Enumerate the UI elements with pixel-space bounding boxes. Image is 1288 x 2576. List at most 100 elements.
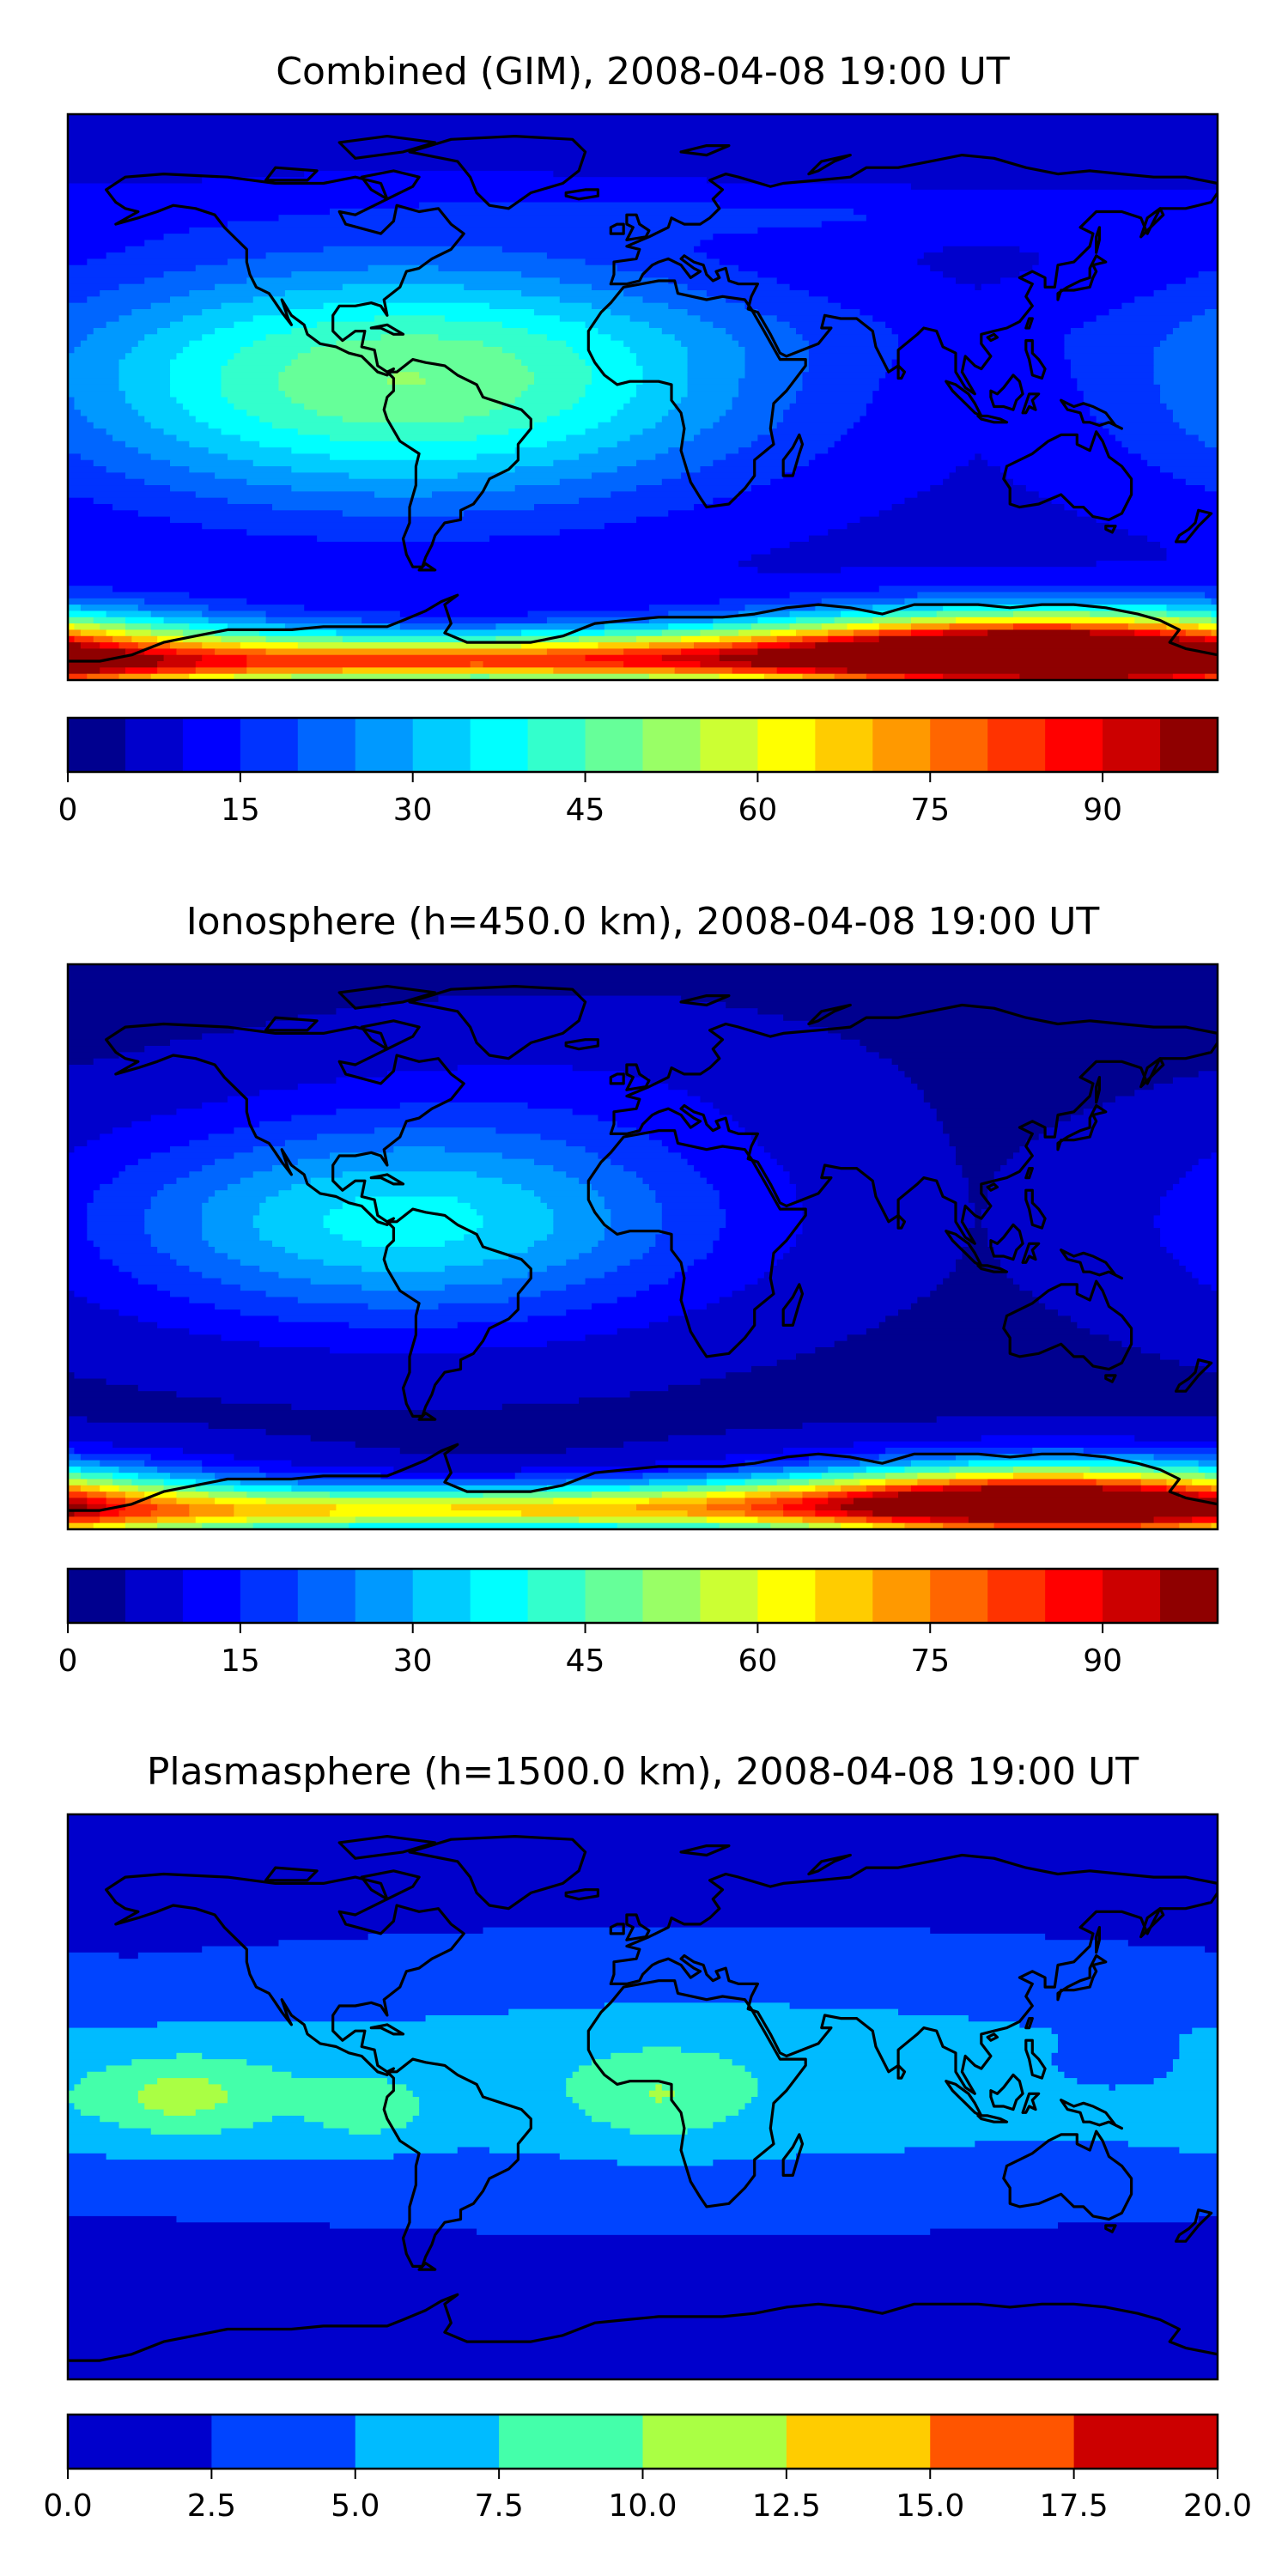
coastlines: [68, 984, 1218, 1512]
colorbar-segment: [1103, 718, 1161, 772]
coastline-sri-lanka: [896, 1213, 907, 1230]
colorbar-segment: [240, 1569, 299, 1623]
coastline-kamchatka: [1139, 1907, 1165, 1939]
coastline-baffin-island: [360, 1019, 421, 1051]
coastline-ireland: [609, 1072, 625, 1085]
coastline-kamchatka: [1139, 1057, 1165, 1089]
map-panel-3: Plasmasphere (h=1500.0 km), 2008-04-08 1…: [43, 1750, 1252, 2524]
colorbar-segment: [470, 1569, 529, 1623]
coastline-japan: [1056, 254, 1108, 301]
colorbar-segment: [815, 718, 873, 772]
colorbar-segment: [585, 718, 644, 772]
colorbar-segment: [1103, 1569, 1161, 1623]
colorbar-segment: [499, 2415, 644, 2469]
colorbar-tick-label: 30: [393, 1643, 433, 1679]
coastline-svalbard: [679, 1844, 731, 1857]
coastline-baffin-island: [360, 169, 421, 201]
colorbar-segment: [1160, 718, 1218, 772]
panel-title: Ionosphere (h=450.0 km), 2008-04-08 19:0…: [186, 900, 1100, 944]
coastline-new-guinea: [1060, 1249, 1124, 1280]
coastline-svalbard: [679, 993, 731, 1007]
coastline-antarctica: [68, 2293, 1218, 2362]
colorbar-segment: [412, 1569, 471, 1623]
coastline-new-guinea: [1060, 398, 1124, 430]
colorbar-segment: [68, 718, 126, 772]
colorbar-segment: [872, 718, 931, 772]
coastline-south-america: [382, 2057, 532, 2268]
coastline-sri-lanka: [896, 364, 907, 380]
coastline-cuba: [369, 323, 405, 336]
colorbar-tick-label: 75: [910, 1643, 950, 1679]
coastline-ellesmere: [337, 135, 437, 160]
colorbar-tick-label: 5.0: [331, 2488, 380, 2524]
coastline-taiwan: [1024, 2017, 1034, 2030]
coastline-taiwan: [1024, 1166, 1034, 1180]
coastline-north-america: [104, 1022, 465, 1227]
coastline-sumatra: [945, 2080, 983, 2117]
coastline-greenland: [408, 135, 587, 210]
map-frame: [66, 112, 1219, 682]
coastline-hainan: [986, 2032, 999, 2042]
panel-title: Combined (GIM), 2008-04-08 19:00 UT: [276, 50, 1010, 94]
coastline-philippines: [1024, 1188, 1047, 1230]
coastline-ireland: [609, 222, 625, 235]
colorbar-segment: [412, 718, 471, 772]
colorbar: 0.0 2.5 5.0 7.5 10.0 12.5 15.0 17.5 20.0: [43, 2413, 1252, 2524]
coastline-tierra-del-fuego: [417, 562, 437, 572]
colorbar-tick-label: 7.5: [474, 2488, 523, 2524]
coastline-africa: [586, 1129, 807, 1358]
colorbar-frame: [66, 716, 1219, 774]
colorbar-segment: [786, 2415, 931, 2469]
colorbar-segment: [125, 718, 184, 772]
coastline-north-america: [104, 173, 465, 377]
colorbar-tick-label: 0: [58, 1643, 78, 1679]
colorbar-segment: [211, 2415, 356, 2469]
coastline-kamchatka: [1139, 207, 1165, 239]
coastline-borneo: [989, 374, 1024, 411]
coastline-borneo: [989, 2073, 1024, 2111]
colorbar-tick-label: 0.0: [43, 2488, 92, 2524]
coastline-ireland: [609, 1923, 625, 1935]
coastline-java: [976, 2114, 1009, 2123]
colorbar: 0 15 30 45 60 75 90: [58, 1567, 1219, 1679]
coastline-japan: [1056, 1953, 1108, 2002]
colorbar-segment: [930, 1569, 988, 1623]
coastline-sumatra: [945, 380, 983, 418]
colorbar-segment: [297, 718, 356, 772]
colorbar-segment: [1073, 2415, 1218, 2469]
map-frame: [66, 963, 1219, 1531]
colorbar-tick-label: 30: [393, 793, 433, 828]
colorbar-segment: [585, 1569, 644, 1623]
coastline-victoria-island: [264, 166, 319, 182]
coastline-novaya-zemlya: [807, 1003, 852, 1026]
colorbar-segment: [642, 718, 702, 772]
colorbar-tick-label: 15.0: [896, 2488, 964, 2524]
coastline-new-zealand: [1174, 2208, 1213, 2243]
coastline-north-america: [104, 1872, 465, 2076]
colorbar-segment: [182, 1569, 241, 1623]
coastline-java: [976, 1264, 1009, 1273]
colorbar-tick-label: 12.5: [752, 2488, 821, 2524]
coastline-greenland: [408, 1835, 587, 1911]
contour-field: [68, 964, 1218, 1529]
colorbar-segment: [987, 1569, 1046, 1623]
coastline-sulawesi: [1021, 392, 1041, 415]
coastline-ellesmere: [337, 984, 437, 1010]
colorbar-tick-label: 60: [738, 793, 777, 828]
coastline-eurasia: [609, 154, 1218, 396]
coastline-australia: [1002, 1279, 1133, 1371]
colorbar-segment: [700, 718, 758, 772]
colorbar-segment: [987, 718, 1046, 772]
colorbar-tick-label: 17.5: [1040, 2488, 1109, 2524]
colorbar-segment: [815, 1569, 873, 1623]
coastline-australia: [1002, 430, 1133, 521]
coastline-sri-lanka: [896, 2063, 907, 2080]
coastline-new-zealand: [1174, 1358, 1213, 1393]
colorbar-segment: [68, 2415, 212, 2469]
coastline-new-zealand: [1174, 508, 1213, 544]
coastline-iceland: [564, 1038, 600, 1051]
colorbar-segment: [125, 1569, 184, 1623]
coastline-victoria-island: [264, 1016, 319, 1032]
colorbar-segment: [642, 1569, 702, 1623]
